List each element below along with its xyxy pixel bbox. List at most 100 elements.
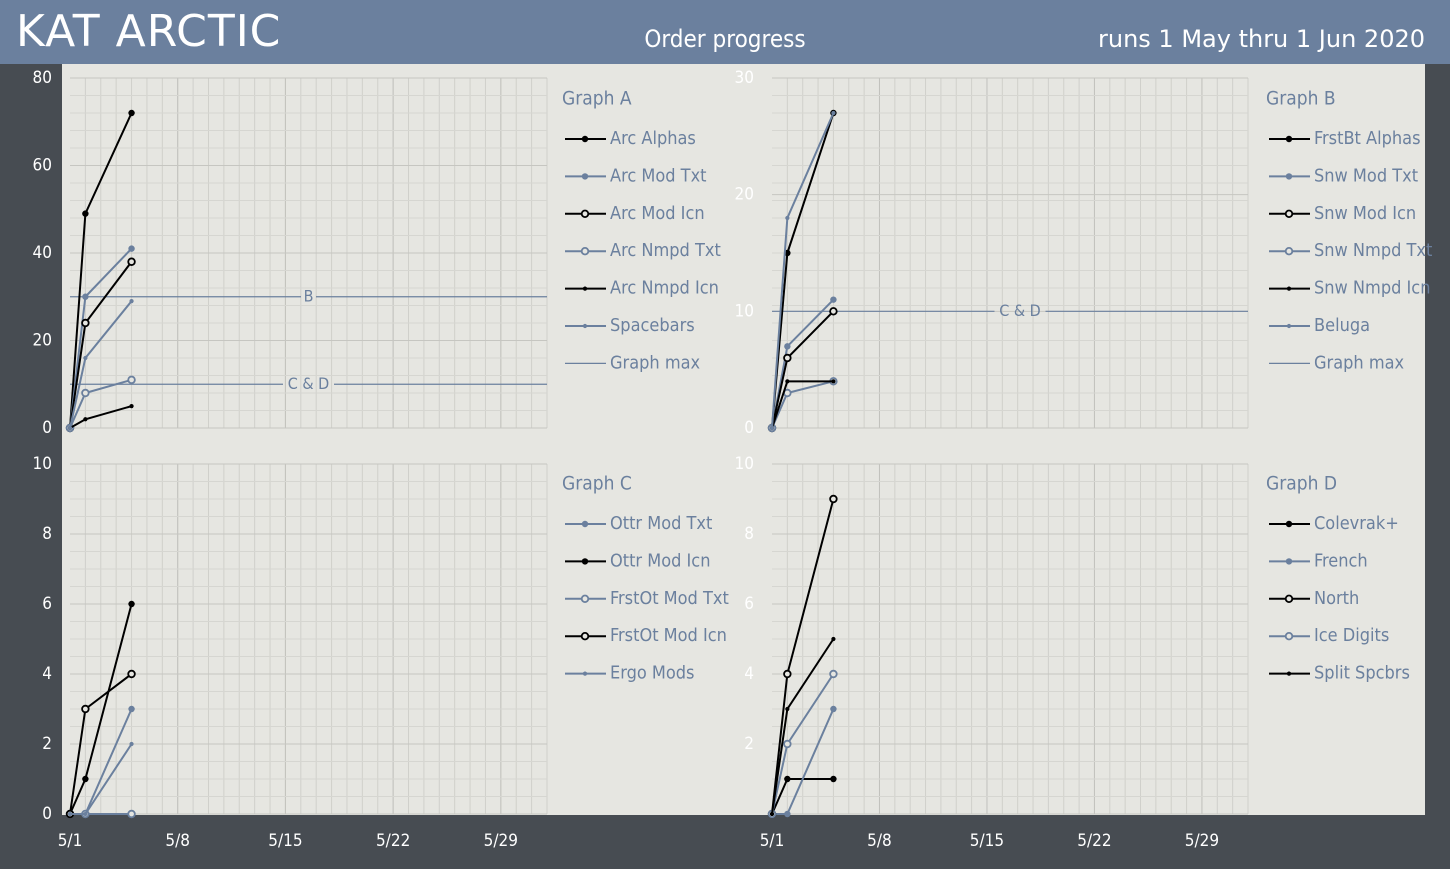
legend-marker [1284, 209, 1294, 218]
legend-marker [1284, 594, 1294, 603]
data-point [829, 494, 838, 504]
data-point [830, 705, 837, 713]
legend-label: FrstOt Mod Txt [610, 588, 729, 609]
legend-label: FrstBt Alphas [1314, 128, 1421, 149]
legend-title: Graph D [1266, 473, 1337, 495]
data-point [81, 318, 90, 328]
date-range-subtitle: runs 1 May thru 1 Jun 2020 [1098, 25, 1425, 53]
y-tick-label: 10 [735, 301, 754, 321]
data-point [783, 739, 792, 749]
legend-marker [582, 671, 588, 676]
data-point [831, 110, 836, 116]
x-tick-label: 5/29 [484, 831, 518, 851]
x-tick-label: 5/15 [970, 831, 1004, 851]
y-tick-label: 0 [42, 418, 52, 438]
legend-title: Graph B [1266, 88, 1336, 110]
y-tick-label: 6 [744, 594, 754, 614]
data-point [830, 775, 837, 783]
y-tick-label: 0 [42, 804, 52, 824]
legend-label: FrstOt Mod Icn [610, 625, 727, 646]
y-tick-label: 4 [744, 664, 754, 684]
x-tick-label: 5/22 [1077, 831, 1111, 851]
data-point [127, 257, 136, 266]
y-tick-label: 10 [33, 454, 52, 474]
legend-label: Split Spcbrs [1314, 663, 1410, 684]
data-point [128, 600, 135, 608]
legend-label: Snw Nmpd Icn [1314, 278, 1430, 299]
data-point [783, 353, 792, 363]
reference-line-label: C & D [288, 374, 330, 393]
legend-marker [1285, 173, 1293, 180]
legend-label: Arc Alphas [610, 128, 696, 149]
data-point [127, 375, 136, 385]
data-point [82, 293, 89, 300]
data-point [830, 296, 837, 303]
legend-marker [581, 558, 589, 565]
legend-marker [1285, 135, 1293, 143]
data-point [783, 669, 792, 679]
data-point [784, 810, 791, 818]
legend-marker [582, 323, 588, 329]
y-tick-label: 20 [33, 331, 52, 351]
reference-line-label: B [304, 286, 314, 305]
data-point [81, 388, 90, 398]
legend-marker [581, 173, 589, 180]
legend-label: Snw Nmpd Txt [1314, 240, 1432, 261]
data-point [128, 245, 135, 252]
y-tick-label: 60 [33, 156, 52, 176]
legend-marker [582, 286, 588, 291]
y-tick-label: 80 [33, 68, 52, 88]
x-tick-label: 5/1 [760, 831, 785, 851]
x-tick-label: 5/29 [1185, 831, 1219, 851]
legend-title: Graph A [562, 88, 632, 110]
legend-marker [581, 520, 589, 528]
legend-title: Graph C [562, 473, 632, 495]
legend-label: Colevrak+ [1314, 513, 1399, 534]
y-tick-label: 40 [33, 243, 52, 263]
brand-logo-text: KAT ARCTIC [16, 6, 282, 57]
legend-label: Arc Nmpd Icn [610, 278, 719, 299]
x-tick-label: 5/22 [376, 831, 410, 851]
x-tick-label: 5/8 [867, 831, 892, 851]
data-point [67, 811, 73, 817]
data-point [128, 109, 135, 117]
data-point [67, 425, 73, 431]
data-point [785, 215, 790, 221]
legend-marker [1286, 323, 1292, 329]
legend-marker [580, 594, 590, 603]
data-point [784, 775, 791, 783]
legend-marker [1286, 286, 1292, 291]
y-tick-label: 8 [744, 524, 754, 544]
data-point [829, 669, 838, 679]
data-point [831, 636, 836, 642]
legend-label: French [1314, 550, 1368, 571]
data-point [128, 705, 135, 713]
y-tick-label: 2 [744, 734, 754, 754]
header-bar: KAT ARCTIC Order progress runs 1 May thr… [0, 0, 1450, 64]
legend-label: Snw Mod Txt [1314, 165, 1418, 186]
legend-label: Graph max [610, 352, 701, 373]
data-point [831, 379, 836, 384]
data-point [769, 425, 775, 431]
data-point [83, 417, 88, 422]
legend-label: Spacebars [610, 315, 695, 336]
legend-label: Beluga [1314, 315, 1370, 336]
data-point [129, 299, 134, 304]
y-tick-label: 4 [42, 664, 52, 684]
legend-marker [1286, 671, 1292, 676]
legend-label: Arc Nmpd Txt [610, 240, 721, 261]
y-tick-label: 0 [744, 418, 754, 438]
data-point [82, 775, 89, 783]
legend-marker [581, 135, 589, 143]
legend-label: Ottr Mod Txt [610, 513, 712, 534]
legend-label: Arc Mod Icn [610, 203, 705, 224]
data-point [769, 811, 775, 817]
legend-marker [580, 246, 590, 256]
data-point [81, 704, 90, 714]
legend-marker [580, 209, 590, 218]
data-point [127, 669, 136, 679]
legend-label: Ergo Mods [610, 663, 695, 684]
y-tick-label: 30 [735, 68, 754, 88]
data-point [784, 343, 791, 350]
